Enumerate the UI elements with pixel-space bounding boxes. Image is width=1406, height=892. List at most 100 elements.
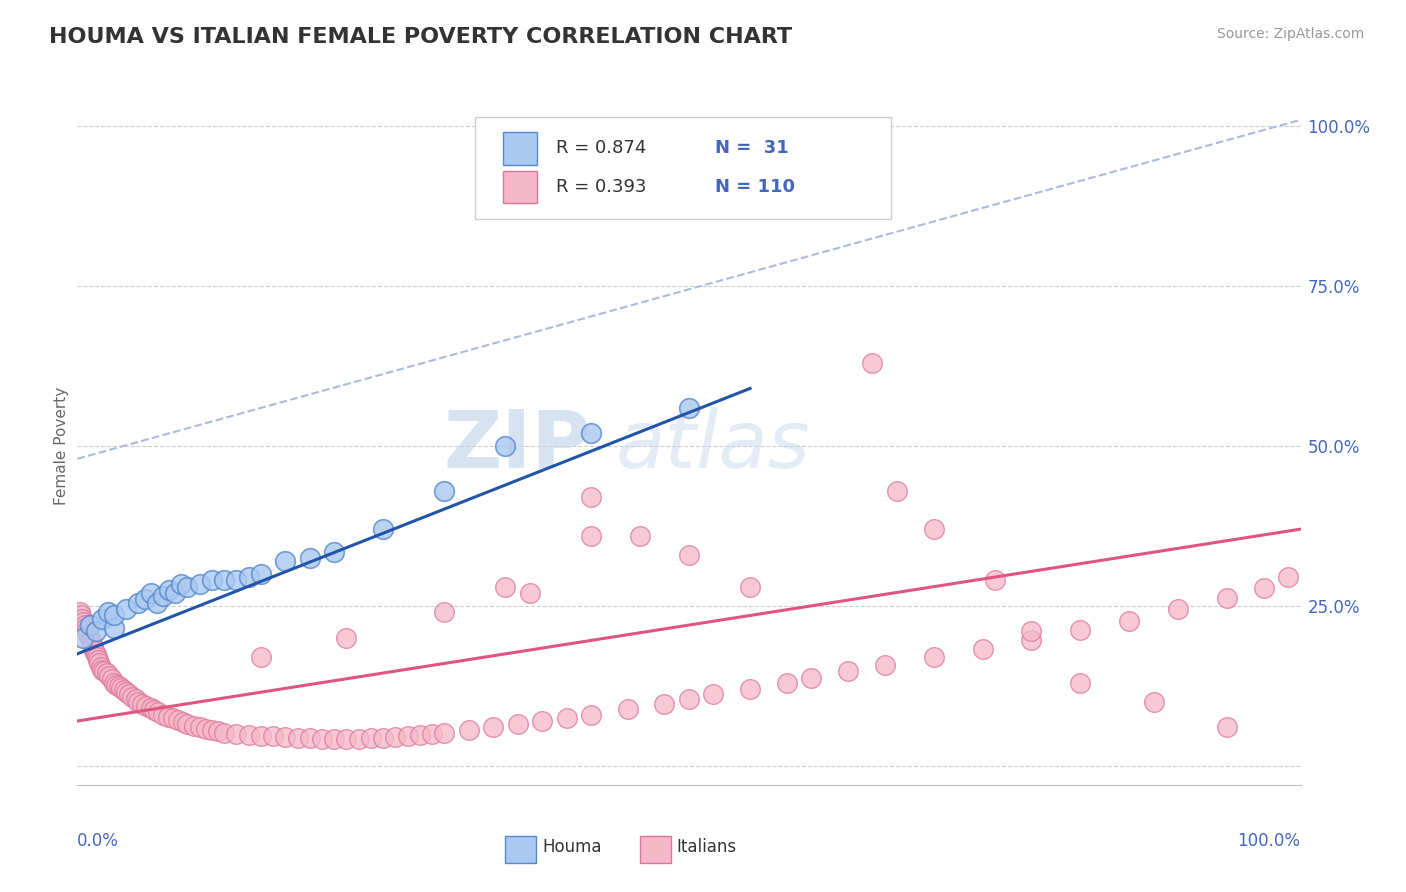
Point: [457, 723, 479, 737]
Text: ZIP: ZIP: [444, 407, 591, 485]
Point: [75, 621, 97, 635]
Point: [311, 731, 333, 746]
Text: Italians: Italians: [676, 838, 737, 856]
Point: [519, 586, 541, 600]
Point: [166, 714, 188, 728]
Text: R = 0.393: R = 0.393: [555, 178, 647, 196]
Point: [506, 717, 529, 731]
Point: [80, 634, 103, 648]
Point: [207, 724, 229, 739]
Point: [482, 720, 505, 734]
Point: [165, 586, 187, 600]
Point: [176, 580, 198, 594]
Point: [72, 631, 94, 645]
Point: [108, 680, 131, 694]
Point: [98, 669, 121, 683]
Point: [127, 596, 149, 610]
Point: [212, 725, 235, 739]
Point: [80, 637, 103, 651]
Point: [579, 426, 602, 441]
Point: [409, 728, 432, 742]
Point: [371, 522, 394, 536]
Point: [77, 628, 100, 642]
FancyBboxPatch shape: [506, 836, 536, 863]
Point: [495, 580, 517, 594]
Point: [76, 624, 98, 639]
Point: [678, 548, 700, 562]
FancyBboxPatch shape: [475, 117, 891, 219]
Point: [152, 589, 174, 603]
Y-axis label: Female Poverty: Female Poverty: [53, 387, 69, 505]
Point: [298, 731, 321, 746]
Point: [69, 605, 91, 619]
Point: [628, 528, 651, 542]
Point: [1021, 632, 1043, 647]
Point: [118, 687, 141, 701]
Point: [922, 650, 945, 665]
Point: [433, 605, 456, 619]
Point: [579, 707, 602, 722]
Point: [84, 624, 107, 639]
Point: [617, 702, 640, 716]
Point: [201, 574, 224, 588]
Point: [84, 647, 107, 661]
Point: [298, 550, 321, 565]
Point: [201, 723, 224, 737]
Point: [90, 659, 112, 673]
Point: [250, 729, 273, 743]
Point: [274, 730, 297, 744]
Point: [396, 730, 419, 744]
Point: [873, 657, 896, 672]
Point: [1216, 720, 1239, 734]
Point: [1143, 695, 1166, 709]
Point: [172, 715, 194, 730]
Point: [112, 683, 135, 698]
Point: [72, 615, 94, 629]
Point: [1118, 614, 1140, 628]
Point: [93, 664, 115, 678]
Point: [776, 675, 799, 690]
Point: [1167, 602, 1189, 616]
Point: [183, 719, 205, 733]
FancyBboxPatch shape: [503, 132, 537, 165]
Point: [862, 356, 884, 370]
Point: [83, 643, 105, 657]
Point: [146, 705, 169, 719]
Point: [90, 663, 112, 677]
Point: [86, 650, 108, 665]
Point: [1069, 623, 1091, 637]
Point: [886, 483, 908, 498]
Point: [96, 666, 118, 681]
Point: [274, 554, 297, 568]
Point: [579, 490, 602, 504]
Point: [1021, 624, 1043, 639]
Point: [100, 673, 122, 687]
Point: [156, 709, 179, 723]
Point: [238, 728, 260, 742]
Point: [225, 574, 247, 588]
Point: [90, 612, 112, 626]
Point: [110, 681, 132, 696]
Point: [87, 653, 110, 667]
Point: [70, 612, 93, 626]
Text: Source: ZipAtlas.com: Source: ZipAtlas.com: [1216, 27, 1364, 41]
Point: [1277, 570, 1299, 584]
Point: [103, 608, 125, 623]
Point: [654, 698, 676, 712]
Point: [922, 522, 945, 536]
Point: [420, 727, 443, 741]
Point: [262, 730, 284, 744]
Point: [194, 722, 217, 736]
Point: [433, 725, 456, 739]
Point: [143, 703, 166, 717]
FancyBboxPatch shape: [503, 170, 537, 203]
Point: [103, 621, 125, 635]
Point: [371, 731, 394, 745]
Text: HOUMA VS ITALIAN FEMALE POVERTY CORRELATION CHART: HOUMA VS ITALIAN FEMALE POVERTY CORRELAT…: [49, 27, 793, 46]
Point: [115, 602, 138, 616]
Point: [384, 730, 406, 744]
Point: [139, 701, 162, 715]
Point: [225, 727, 247, 741]
Point: [127, 695, 149, 709]
Point: [188, 720, 211, 734]
